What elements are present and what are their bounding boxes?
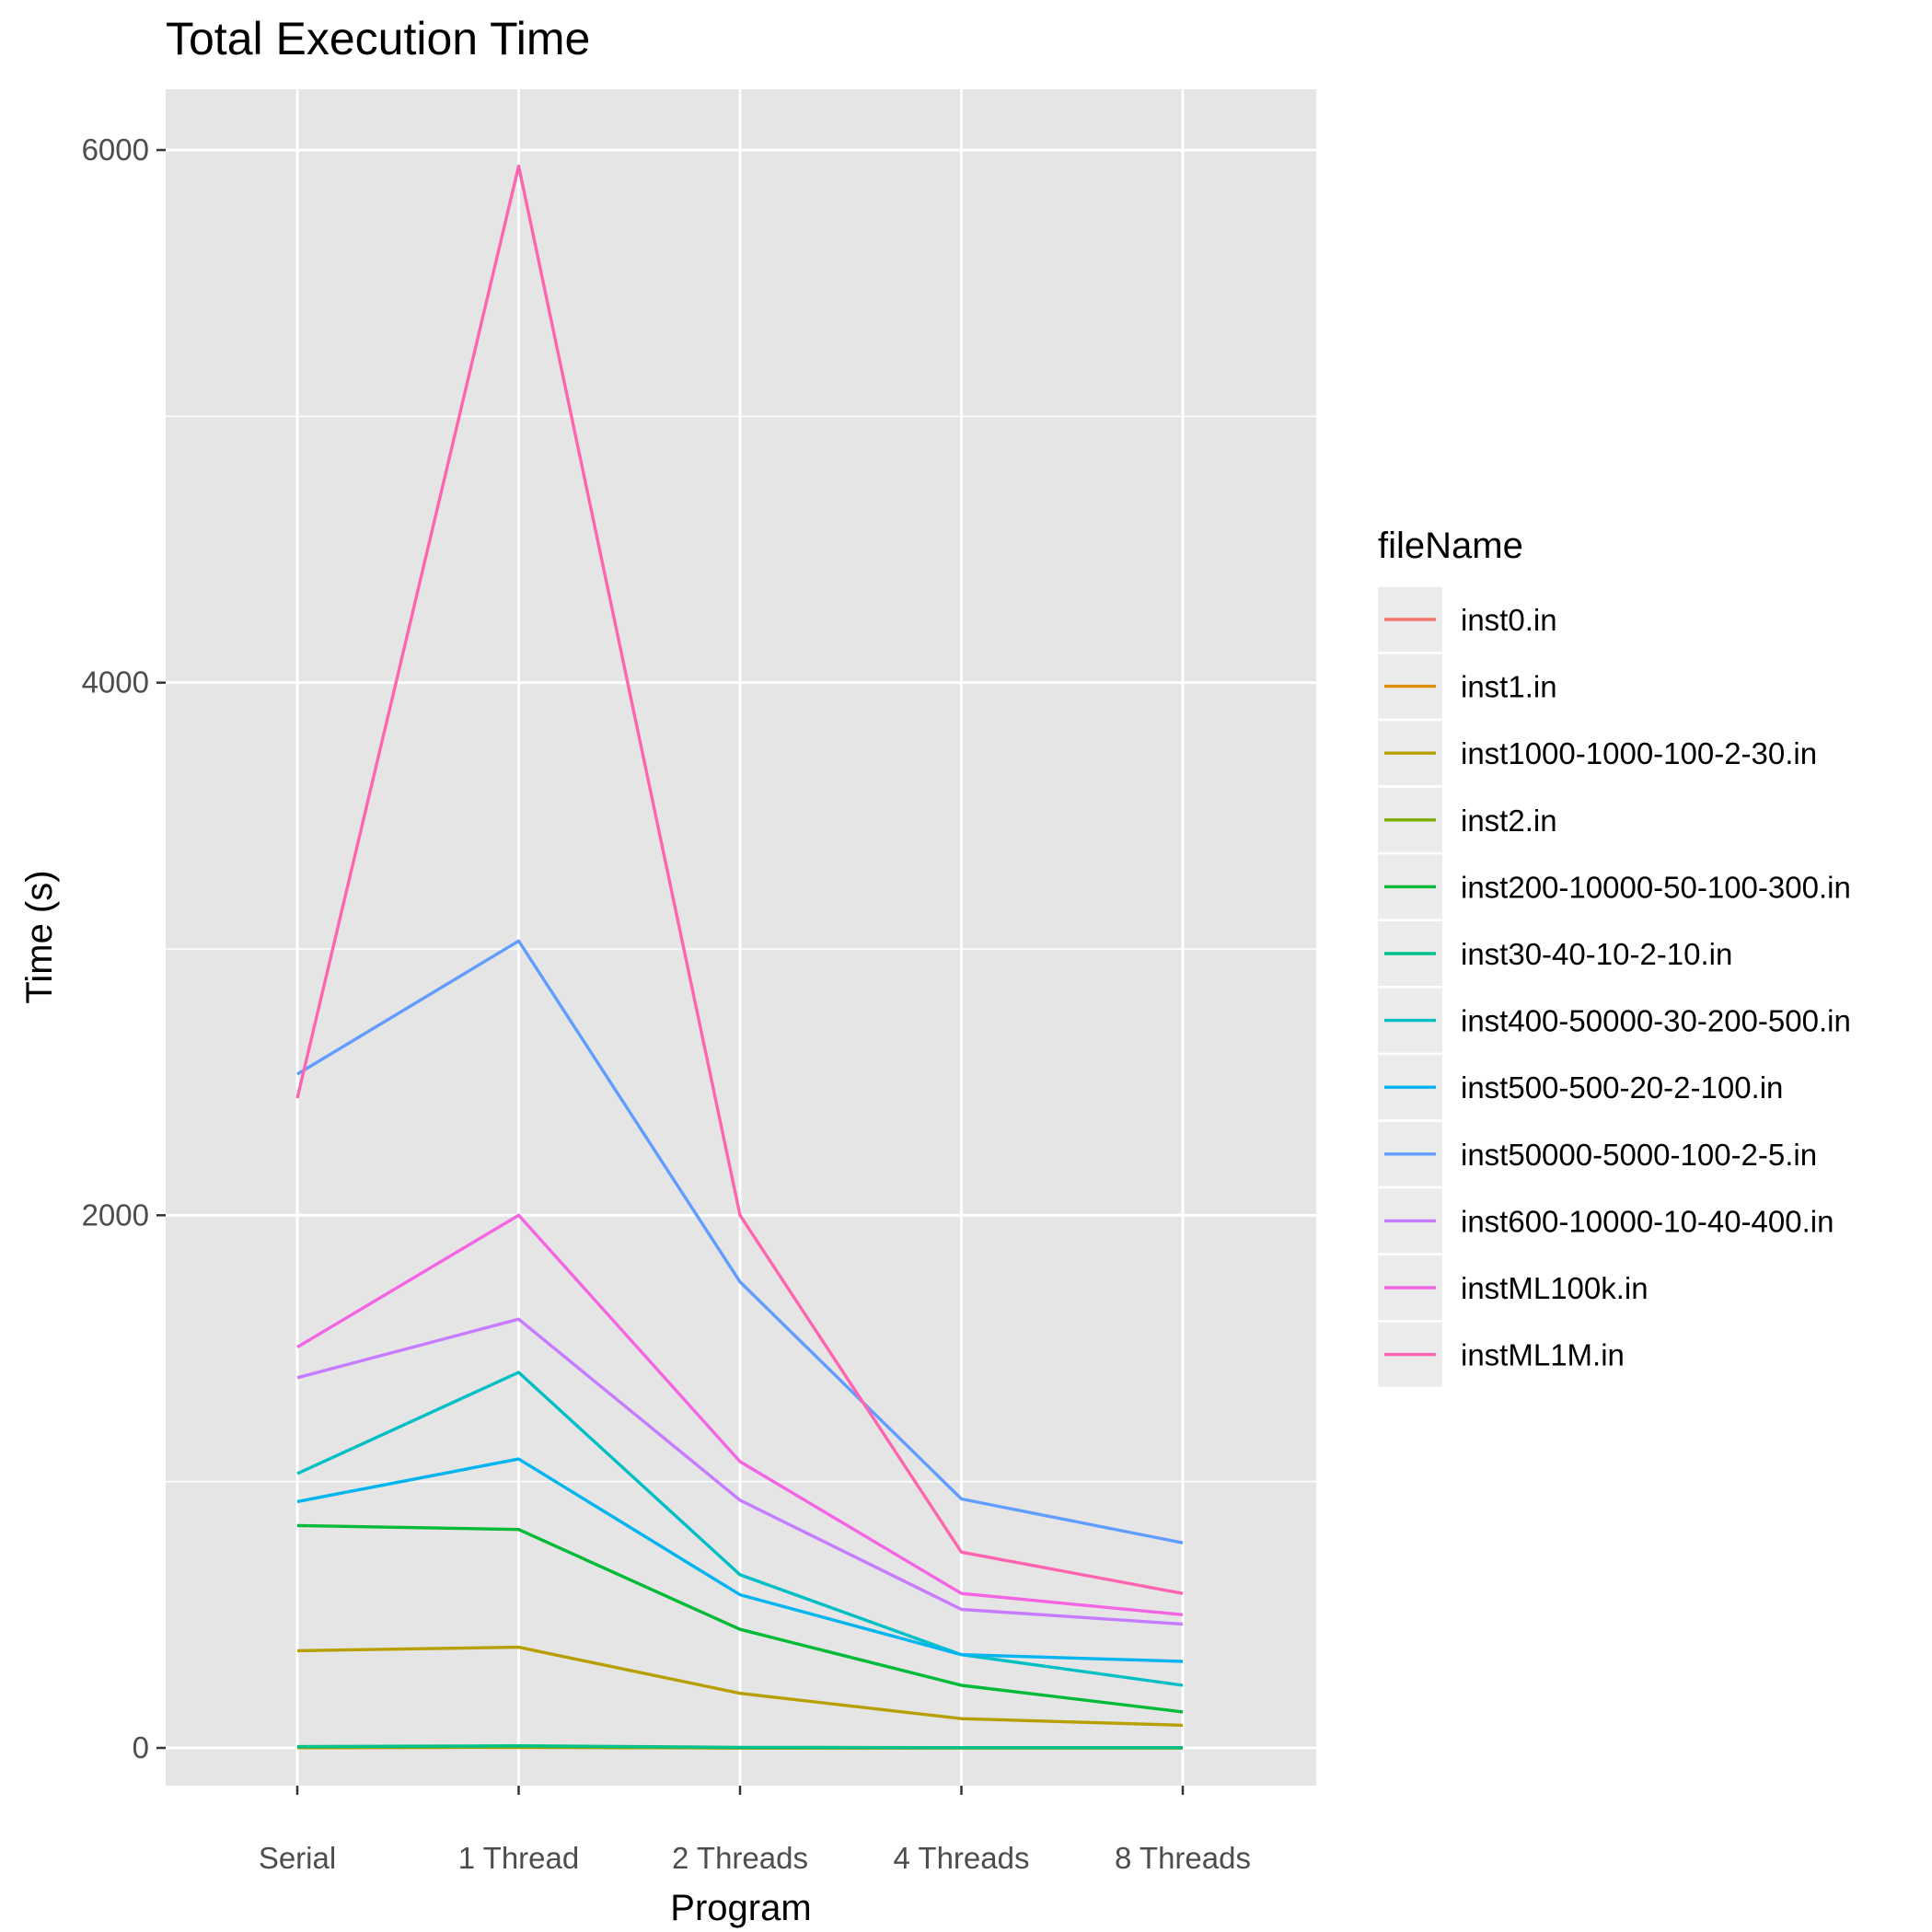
legend-label: inst500-500-20-2-100.in bbox=[1461, 1070, 1783, 1105]
y-tick-label: 0 bbox=[133, 1730, 149, 1764]
series-line bbox=[295, 164, 1184, 1595]
y-axis: 0 2000 4000 6000 bbox=[82, 133, 166, 1764]
legend-label: inst0.in bbox=[1461, 603, 1557, 637]
series-line bbox=[296, 1317, 1184, 1626]
legend-label: inst1000-1000-100-2-30.in bbox=[1461, 736, 1817, 770]
series-line bbox=[296, 1457, 1184, 1663]
legend-label: inst1.in bbox=[1461, 670, 1557, 704]
x-tick-label: 1 Thread bbox=[458, 1841, 579, 1875]
y-tick-label: 2000 bbox=[82, 1197, 149, 1232]
x-axis-title: Program bbox=[670, 1888, 811, 1928]
series-lines bbox=[295, 164, 1184, 1750]
y-tick-label: 4000 bbox=[82, 665, 149, 700]
legend: fileName inst0.in inst1.in inst1000-1000-1… bbox=[1378, 526, 1851, 1387]
legend-label: inst600-10000-10-40-400.in bbox=[1461, 1204, 1834, 1238]
legend-label: inst400-50000-30-200-500.in bbox=[1461, 1004, 1851, 1038]
legend-label: inst30-40-10-2-10.in bbox=[1461, 937, 1732, 971]
legend-label: instML100k.in bbox=[1461, 1271, 1649, 1305]
legend-label: inst50000-5000-100-2-5.in bbox=[1461, 1138, 1817, 1172]
legend-label: inst2.in bbox=[1461, 804, 1557, 838]
x-tick-label: Serial bbox=[259, 1841, 336, 1875]
legend-title: fileName bbox=[1378, 526, 1523, 566]
grid-major bbox=[166, 89, 1316, 1786]
series-line bbox=[296, 1213, 1184, 1616]
x-tick-label: 4 Threads bbox=[894, 1841, 1030, 1875]
chart-title: Total Execution Time bbox=[166, 13, 590, 64]
legend-label: instML1M.in bbox=[1461, 1338, 1625, 1372]
x-tick-label: 8 Threads bbox=[1115, 1841, 1251, 1875]
x-tick-label: 2 Threads bbox=[672, 1841, 808, 1875]
series-line bbox=[296, 1523, 1184, 1714]
legend-label: inst200-10000-50-100-300.in bbox=[1461, 870, 1851, 904]
x-axis: Serial 1 Thread 2 Threads 4 Threads 8 Thread… bbox=[259, 1786, 1251, 1875]
series-line bbox=[296, 1371, 1184, 1687]
y-tick-label: 6000 bbox=[82, 133, 149, 167]
series-line bbox=[296, 1645, 1184, 1728]
series-line bbox=[296, 1743, 1183, 1750]
series-line bbox=[296, 939, 1184, 1544]
y-axis-title: Time (s) bbox=[19, 870, 60, 1003]
